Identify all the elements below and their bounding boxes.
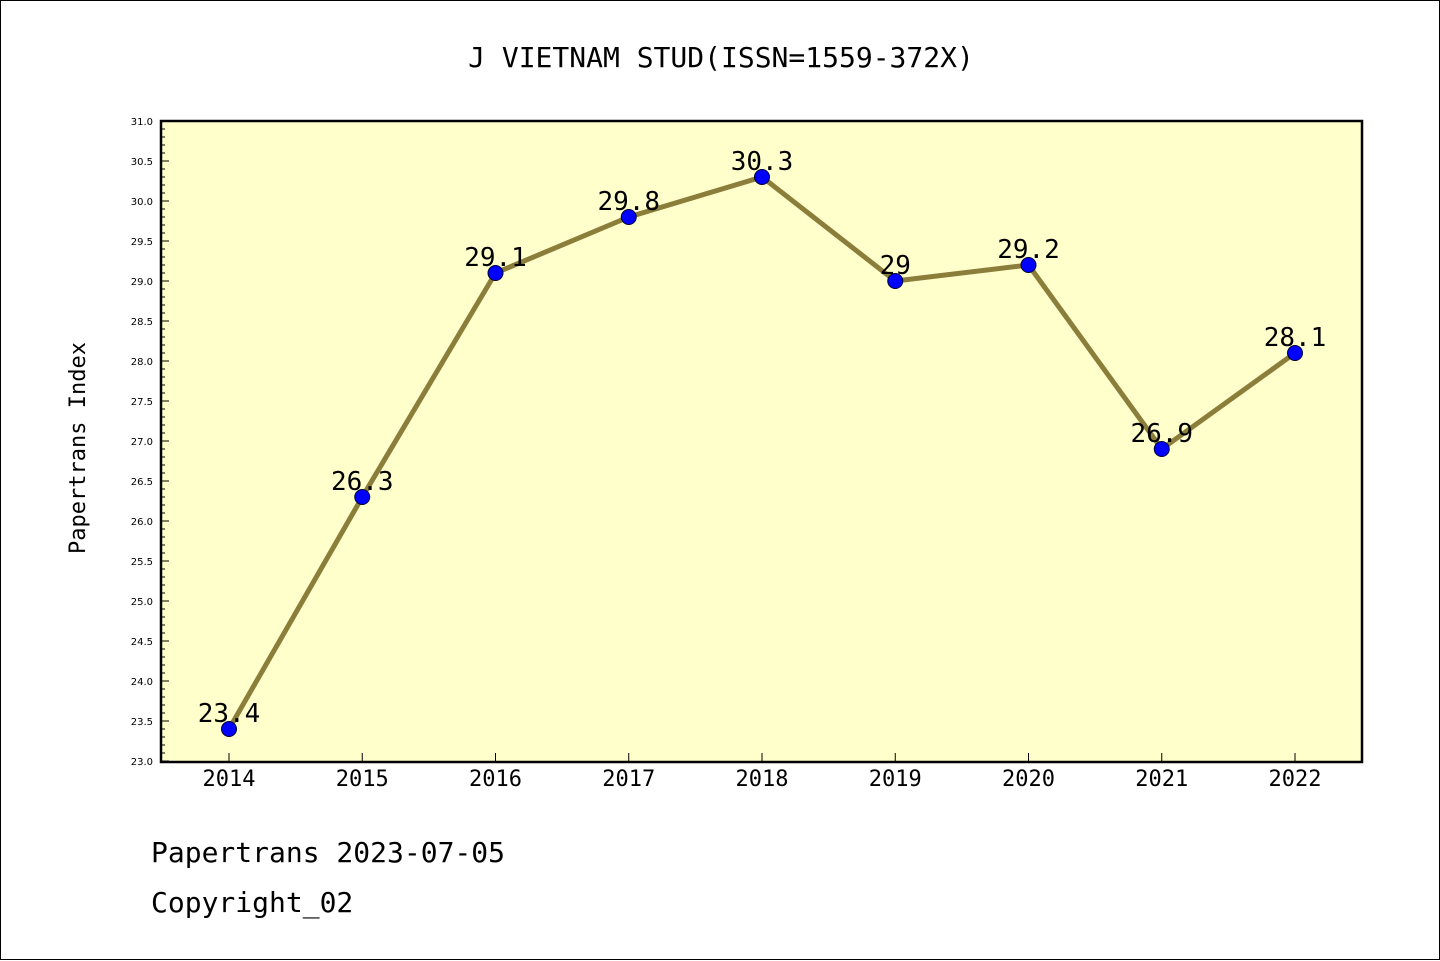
data-point (887, 273, 904, 289)
chart-title: J VIETNAM STUD(ISSN=1559-372X) (468, 41, 974, 74)
y-tick-label: 30.0 (131, 197, 153, 208)
y-tick-label: 29.0 (131, 277, 153, 288)
x-axis: 2014 2015 2016 2017 2018 2019 2020 2021 2022 (203, 753, 1322, 792)
data-label: 29.8 (597, 187, 660, 217)
y-tick-label: 24.0 (131, 677, 153, 688)
x-tick-label: 2016 (469, 767, 522, 792)
x-tick-label: 2019 (869, 767, 922, 792)
data-label: 29.2 (997, 235, 1060, 265)
data-point (620, 209, 637, 225)
data-label: 28.1 (1264, 323, 1327, 353)
data-label: 30.3 (731, 147, 794, 177)
y-tick-label: 30.5 (131, 157, 153, 168)
y-tick-label: 27.5 (131, 397, 153, 408)
data-label: 26.9 (1130, 419, 1193, 449)
y-tick-label: 28.0 (131, 357, 153, 368)
y-tick-label: 28.5 (131, 317, 153, 328)
y-tick-label: 27.0 (131, 437, 153, 448)
data-point (221, 721, 237, 737)
x-tick-label: 2022 (1269, 767, 1322, 792)
data-point (487, 265, 504, 281)
data-point (1153, 441, 1170, 457)
y-tick-label: 26.5 (131, 477, 153, 488)
y-tick-label: 29.5 (131, 237, 153, 248)
y-axis-label: Papertrans Index (66, 342, 91, 554)
series-line-group (221, 169, 1303, 737)
y-tick-label: 23.0 (131, 757, 153, 768)
y-tick-label: 25.0 (131, 597, 153, 608)
data-point (354, 489, 371, 505)
y-tick-label: 26.0 (131, 517, 153, 528)
data-label: 29 (880, 251, 911, 281)
data-point (754, 169, 770, 185)
x-tick-label: 2015 (336, 767, 389, 792)
x-tick-label: 2018 (736, 767, 789, 792)
data-labels: 23.4 26.3 29.1 29.8 30.3 29 29.2 26.9 28.1 (198, 147, 1327, 729)
y-tick-label: 24.5 (131, 637, 153, 648)
y-axis: 23.0 23.5 24.0 24.5 25.0 25.5 26.0 26.5 27.0 27.5… (131, 117, 169, 768)
data-point (1287, 345, 1303, 361)
x-tick-label: 2017 (602, 767, 655, 792)
y-tick-label: 25.5 (131, 557, 153, 568)
x-tick-label: 2014 (203, 767, 256, 792)
footer-date: Papertrans 2023-07-05 (151, 836, 506, 869)
x-tick-label: 2020 (1002, 767, 1055, 792)
y-tick-label: 31.0 (131, 117, 153, 128)
x-tick-label: 2021 (1135, 767, 1188, 792)
data-point (1020, 257, 1037, 273)
data-label: 29.1 (464, 243, 527, 273)
footer-copyright: Copyright_02 (151, 886, 354, 919)
data-label: 23.4 (198, 699, 261, 729)
y-tick-label: 23.5 (131, 717, 153, 728)
data-label: 26.3 (331, 467, 394, 497)
